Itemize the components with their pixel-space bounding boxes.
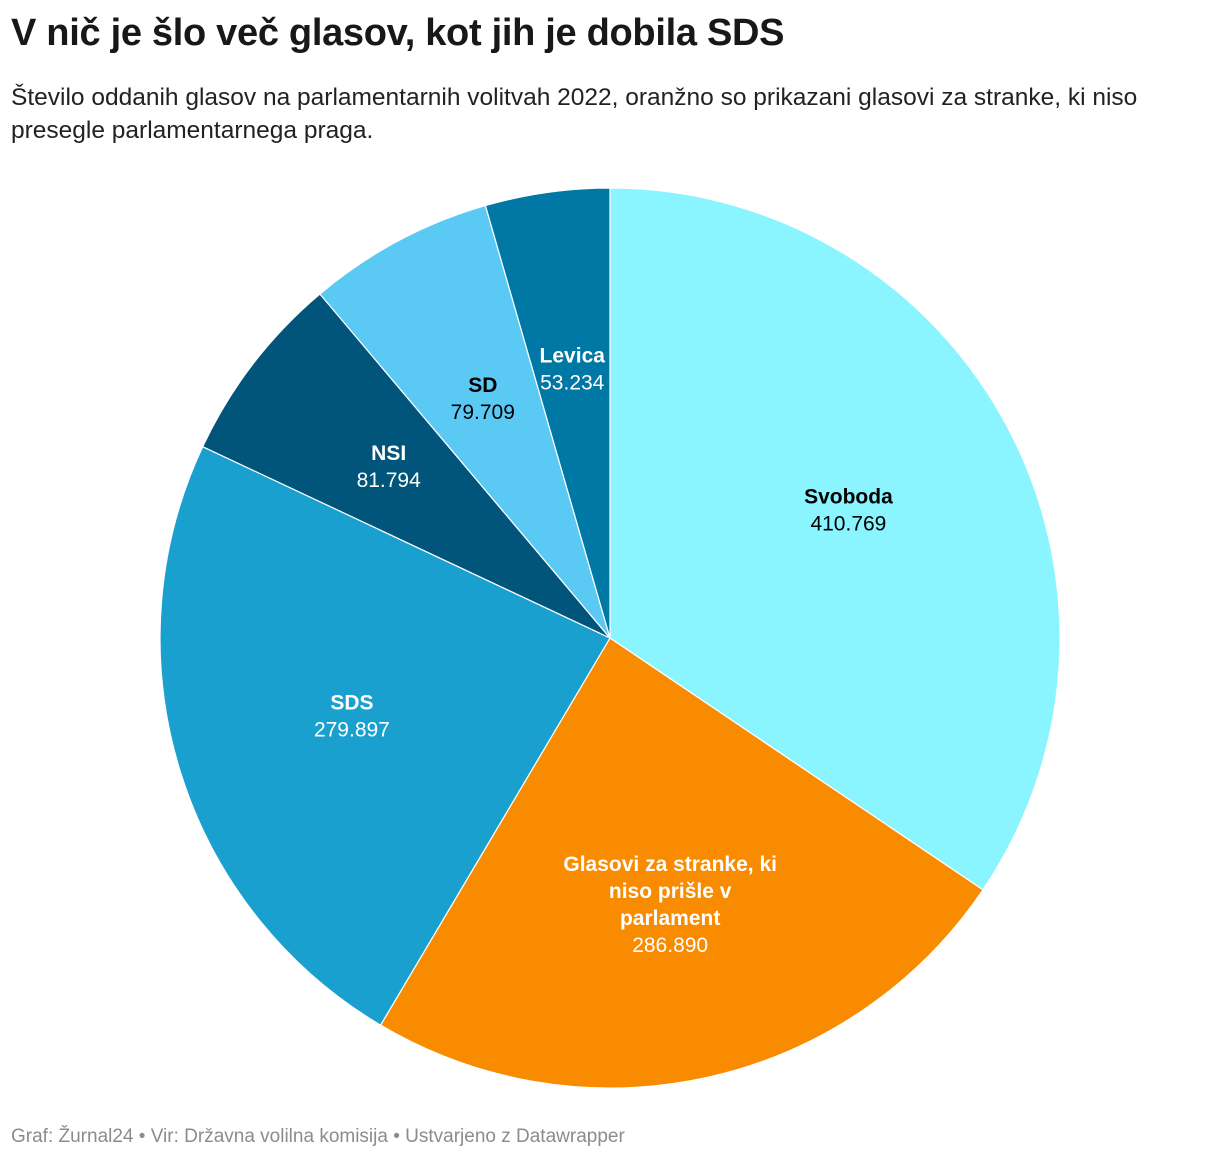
pie-slice-nsi <box>201 293 611 639</box>
pie-slice-sds <box>159 445 611 1026</box>
slice-label-nsi: NSI 81.794 <box>357 442 422 492</box>
pie-chart: Svoboda 410.769 Glasovi za stranke, ki niso… <box>159 187 1061 1089</box>
slice-label-name-ostali: parlament <box>620 907 720 930</box>
slice-label-name-ostali: Glasovi za stranke, ki <box>563 853 777 876</box>
pie-slice-ostali <box>379 637 984 1089</box>
slice-label-value-svoboda: 410.769 <box>810 512 886 535</box>
pie-slice-svoboda <box>609 187 1061 891</box>
slice-label-name-sds: SDS <box>330 691 373 714</box>
slice-label-name-nsi: NSI <box>371 442 406 465</box>
chart-title: V nič je šlo več glasov, kot jih je dobi… <box>11 12 785 54</box>
chart-subtitle: Število oddanih glasov na parlamentarnih… <box>11 84 1138 144</box>
slice-label-value-ostali: 286.890 <box>632 934 708 957</box>
pie-slice-sd <box>319 204 611 639</box>
slice-label-sds: SDS 279.897 <box>314 691 390 741</box>
slice-label-ostali: Glasovi za stranke, ki niso prišle v parla… <box>563 853 777 957</box>
pie-labels: Svoboda 410.769 Glasovi za stranke, ki niso… <box>314 345 893 957</box>
slice-label-sd: SD 79.709 <box>451 374 515 424</box>
slice-label-value-sds: 279.897 <box>314 718 390 741</box>
slice-label-value-nsi: 81.794 <box>357 469 422 492</box>
chart-footer: Graf: Žurnal24 • Vir: Državna volilna ko… <box>11 1126 625 1147</box>
pie-slice-levica <box>484 187 611 639</box>
slice-label-levica: Levica 53.234 <box>540 345 606 395</box>
slice-label-name-levica: Levica <box>540 345 606 368</box>
slice-label-name-ostali: niso prišle v <box>609 880 732 903</box>
slice-label-value-sd: 79.709 <box>451 401 515 424</box>
slice-label-name-svoboda: Svoboda <box>804 485 893 508</box>
slice-label-svoboda: Svoboda 410.769 <box>804 485 893 535</box>
pie-slices <box>159 187 1061 1089</box>
slice-label-name-sd: SD <box>468 374 497 397</box>
slice-label-value-levica: 53.234 <box>540 372 605 395</box>
